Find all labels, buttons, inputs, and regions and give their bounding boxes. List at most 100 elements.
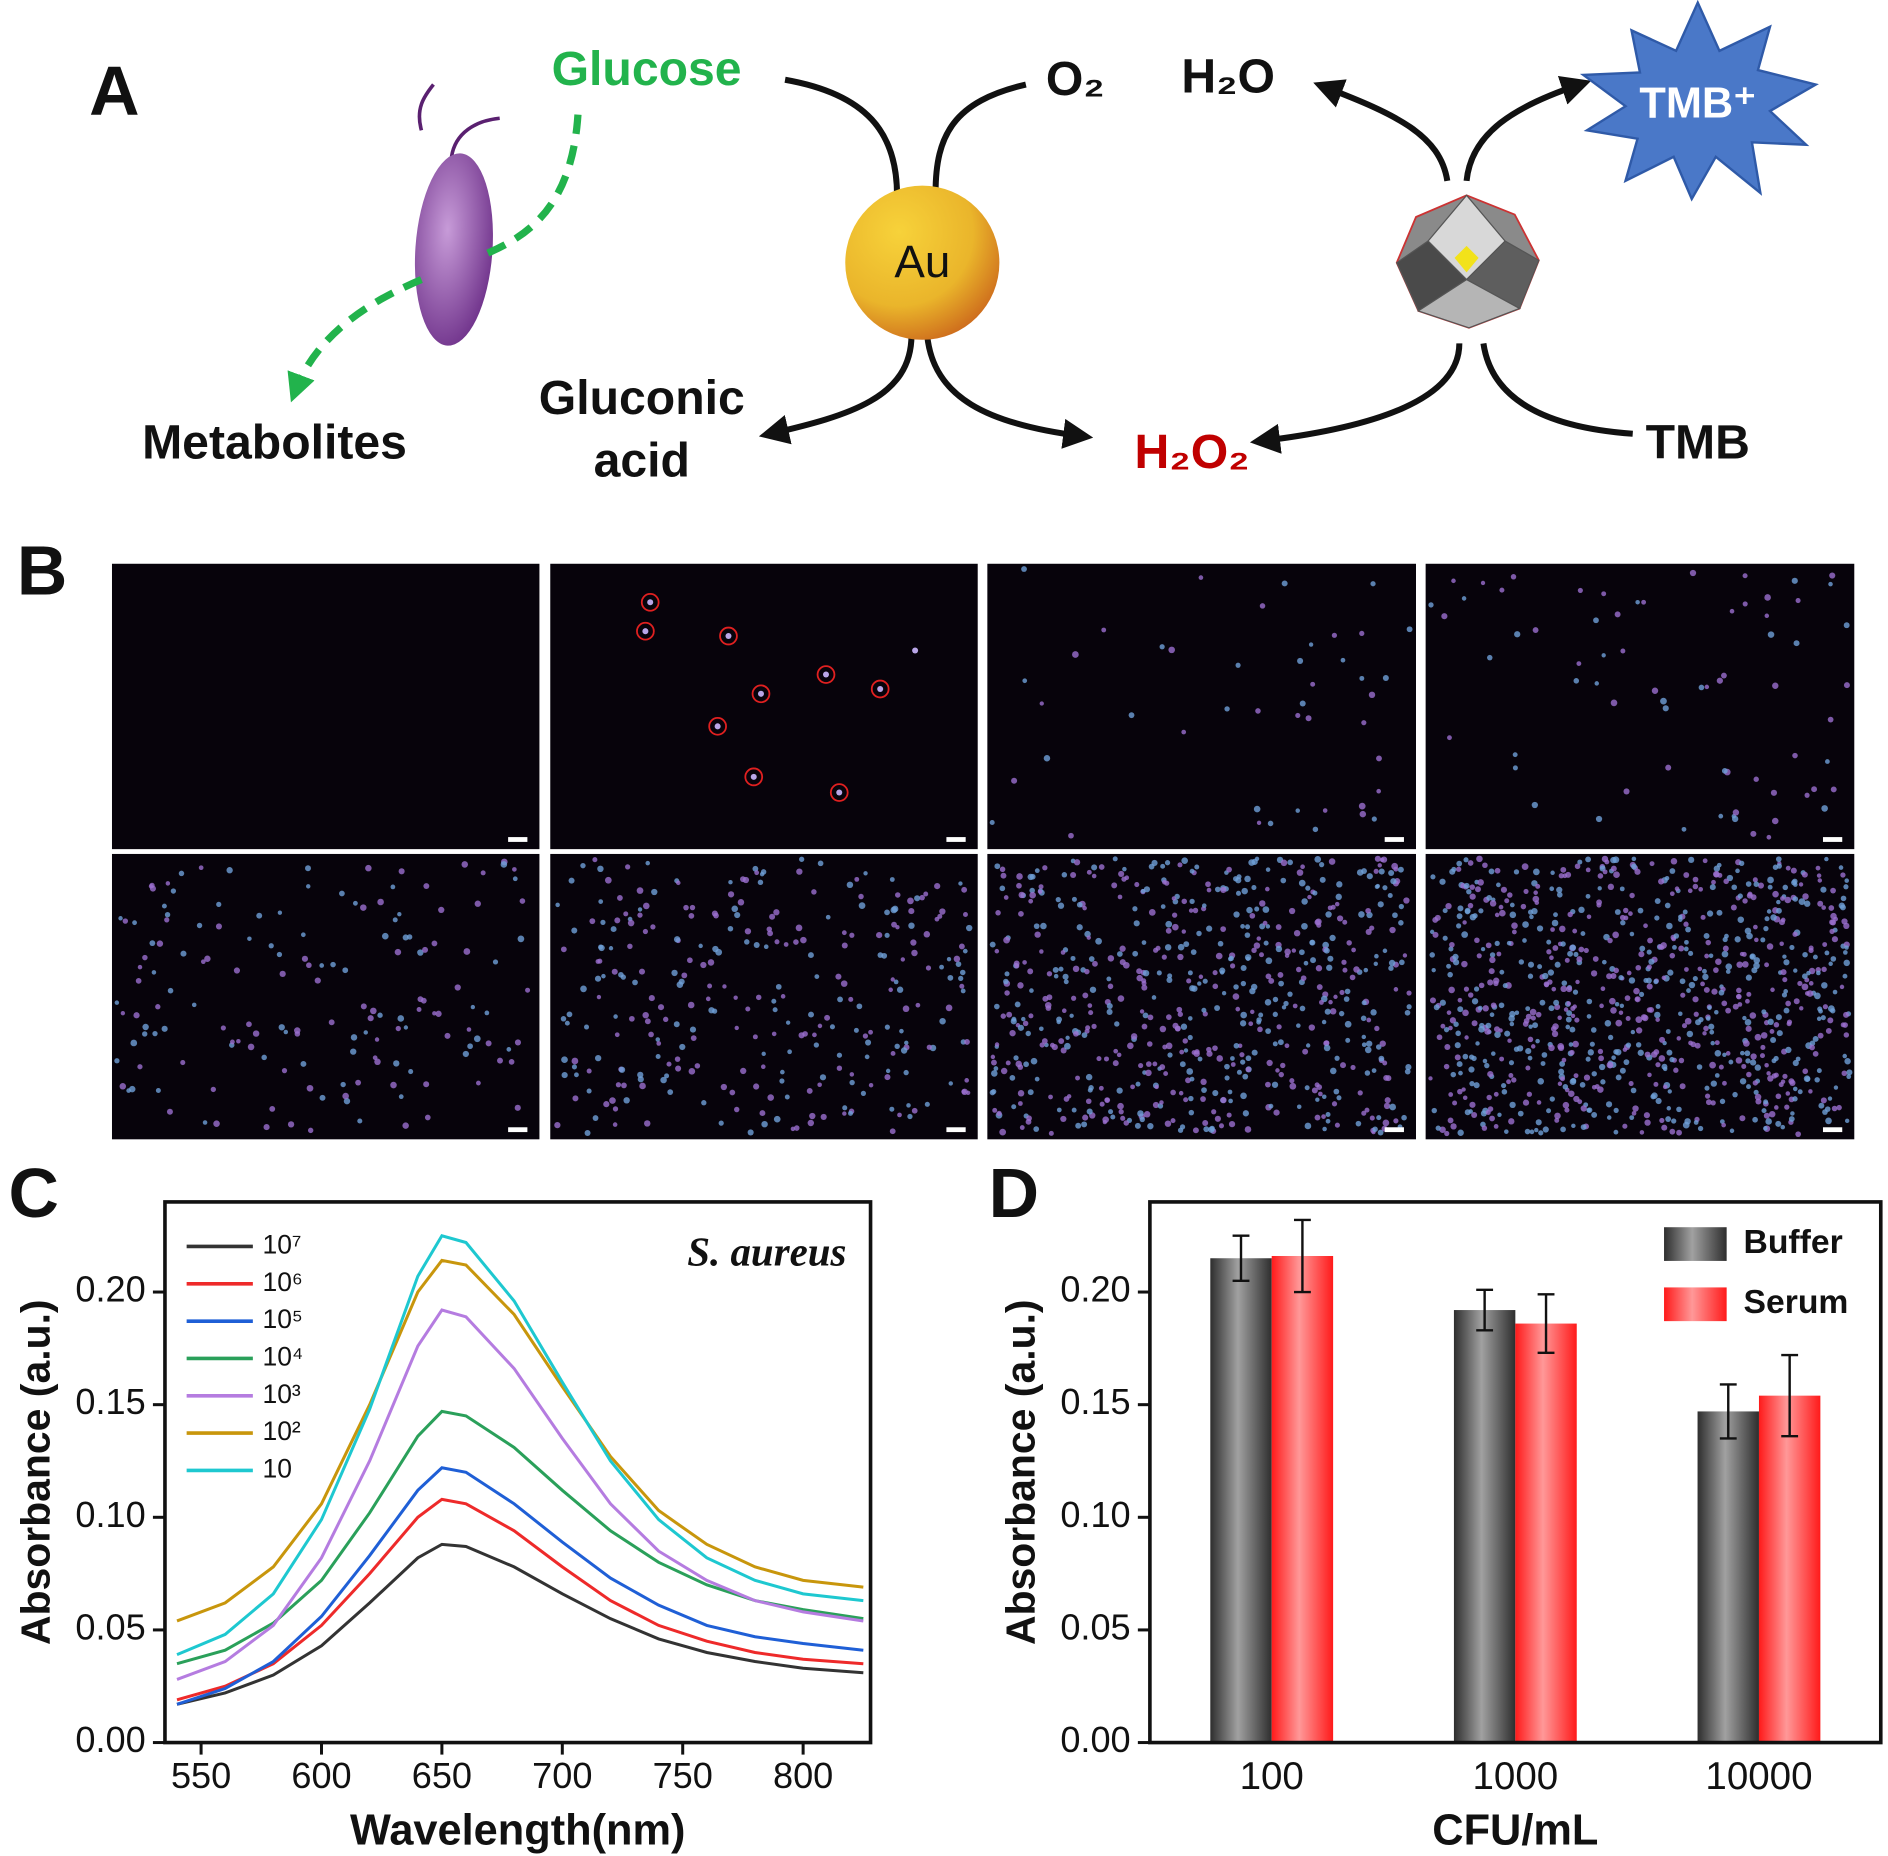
cell xyxy=(849,1072,855,1077)
cell xyxy=(705,996,711,1002)
cell xyxy=(1812,1035,1819,1042)
cell xyxy=(1110,1114,1116,1120)
cell xyxy=(1771,1073,1777,1079)
cell xyxy=(1844,1058,1851,1065)
cell xyxy=(858,902,866,909)
cell xyxy=(1613,967,1619,974)
cell xyxy=(1236,874,1242,880)
cell xyxy=(1489,956,1496,964)
cell xyxy=(1639,1130,1645,1135)
cell xyxy=(1485,1022,1492,1029)
cell xyxy=(1792,1086,1798,1092)
cell xyxy=(1750,894,1757,901)
cell xyxy=(1232,993,1240,1000)
cell xyxy=(1336,915,1344,922)
cell xyxy=(1342,919,1348,925)
cell xyxy=(580,862,586,869)
cell xyxy=(1034,931,1041,938)
cell xyxy=(1139,1009,1145,1014)
cell xyxy=(137,964,143,970)
cell xyxy=(1830,887,1836,894)
cell xyxy=(1742,1015,1747,1021)
cell xyxy=(367,1015,374,1022)
cell xyxy=(1557,1044,1565,1052)
cell xyxy=(1564,957,1570,963)
cell xyxy=(1594,681,1599,686)
cell xyxy=(1776,1030,1783,1037)
cell xyxy=(1550,927,1555,932)
cell xyxy=(1478,1025,1485,1033)
cell xyxy=(773,1115,781,1123)
cell xyxy=(1147,1014,1154,1021)
x-axis-title: CFU/mL xyxy=(1432,1806,1598,1854)
cell xyxy=(1064,1042,1071,1050)
cell xyxy=(1597,1048,1604,1055)
cell xyxy=(1457,1088,1463,1095)
cell xyxy=(644,1018,651,1025)
cell xyxy=(752,865,759,872)
cell xyxy=(1456,913,1463,920)
cell xyxy=(1669,868,1676,874)
cell xyxy=(1585,856,1592,863)
cell xyxy=(1493,1124,1499,1129)
cell xyxy=(1655,1097,1662,1105)
cell xyxy=(904,1040,909,1046)
cell xyxy=(1166,1014,1172,1020)
cell xyxy=(1009,1075,1016,1081)
cell xyxy=(1165,920,1173,928)
cell xyxy=(1680,992,1686,998)
cell xyxy=(1765,1118,1772,1125)
cell xyxy=(417,949,424,956)
cell xyxy=(1033,923,1040,930)
cell xyxy=(1578,906,1585,914)
cell xyxy=(1482,1005,1489,1012)
reaction-arrow xyxy=(1313,79,1451,182)
cell xyxy=(398,1094,404,1100)
cell xyxy=(1162,1044,1168,1050)
cell xyxy=(877,685,884,692)
cell xyxy=(1202,1119,1209,1126)
cell xyxy=(1358,911,1365,918)
x-tick-label: 700 xyxy=(532,1755,592,1796)
cell xyxy=(817,1023,823,1029)
cell xyxy=(1473,986,1480,992)
cell xyxy=(1729,1128,1735,1134)
cell xyxy=(1525,1065,1531,1071)
cell xyxy=(698,943,703,949)
cell xyxy=(1373,868,1379,874)
cell xyxy=(1276,1024,1282,1030)
cell xyxy=(1000,872,1007,879)
x-tick-label: 1000 xyxy=(1472,1755,1558,1798)
cell xyxy=(1770,987,1775,993)
cell xyxy=(300,932,306,938)
cell xyxy=(1194,864,1200,870)
cell xyxy=(1487,654,1493,661)
cell xyxy=(849,932,855,938)
cell xyxy=(1281,1005,1287,1010)
cell xyxy=(135,978,142,984)
cell xyxy=(1278,980,1284,987)
cell xyxy=(561,1071,568,1079)
cell xyxy=(1737,1002,1743,1007)
cell xyxy=(795,924,803,932)
cell xyxy=(1141,940,1147,945)
cell xyxy=(1248,1021,1254,1027)
cell xyxy=(966,924,973,932)
cell xyxy=(1829,572,1836,579)
cell xyxy=(999,1128,1007,1136)
cell xyxy=(1628,911,1633,916)
cell xyxy=(960,988,966,994)
cell xyxy=(1843,622,1850,629)
cell xyxy=(1212,970,1218,976)
cell xyxy=(853,1027,859,1033)
cell xyxy=(1760,1032,1768,1039)
legend-label: 10² xyxy=(262,1416,300,1446)
cell xyxy=(1496,951,1502,957)
cell xyxy=(1802,951,1808,958)
cell xyxy=(1702,1031,1707,1036)
cell xyxy=(406,934,413,940)
cell xyxy=(130,1039,138,1047)
cell xyxy=(122,918,129,924)
cell xyxy=(745,1006,751,1012)
cell xyxy=(1714,1049,1722,1057)
